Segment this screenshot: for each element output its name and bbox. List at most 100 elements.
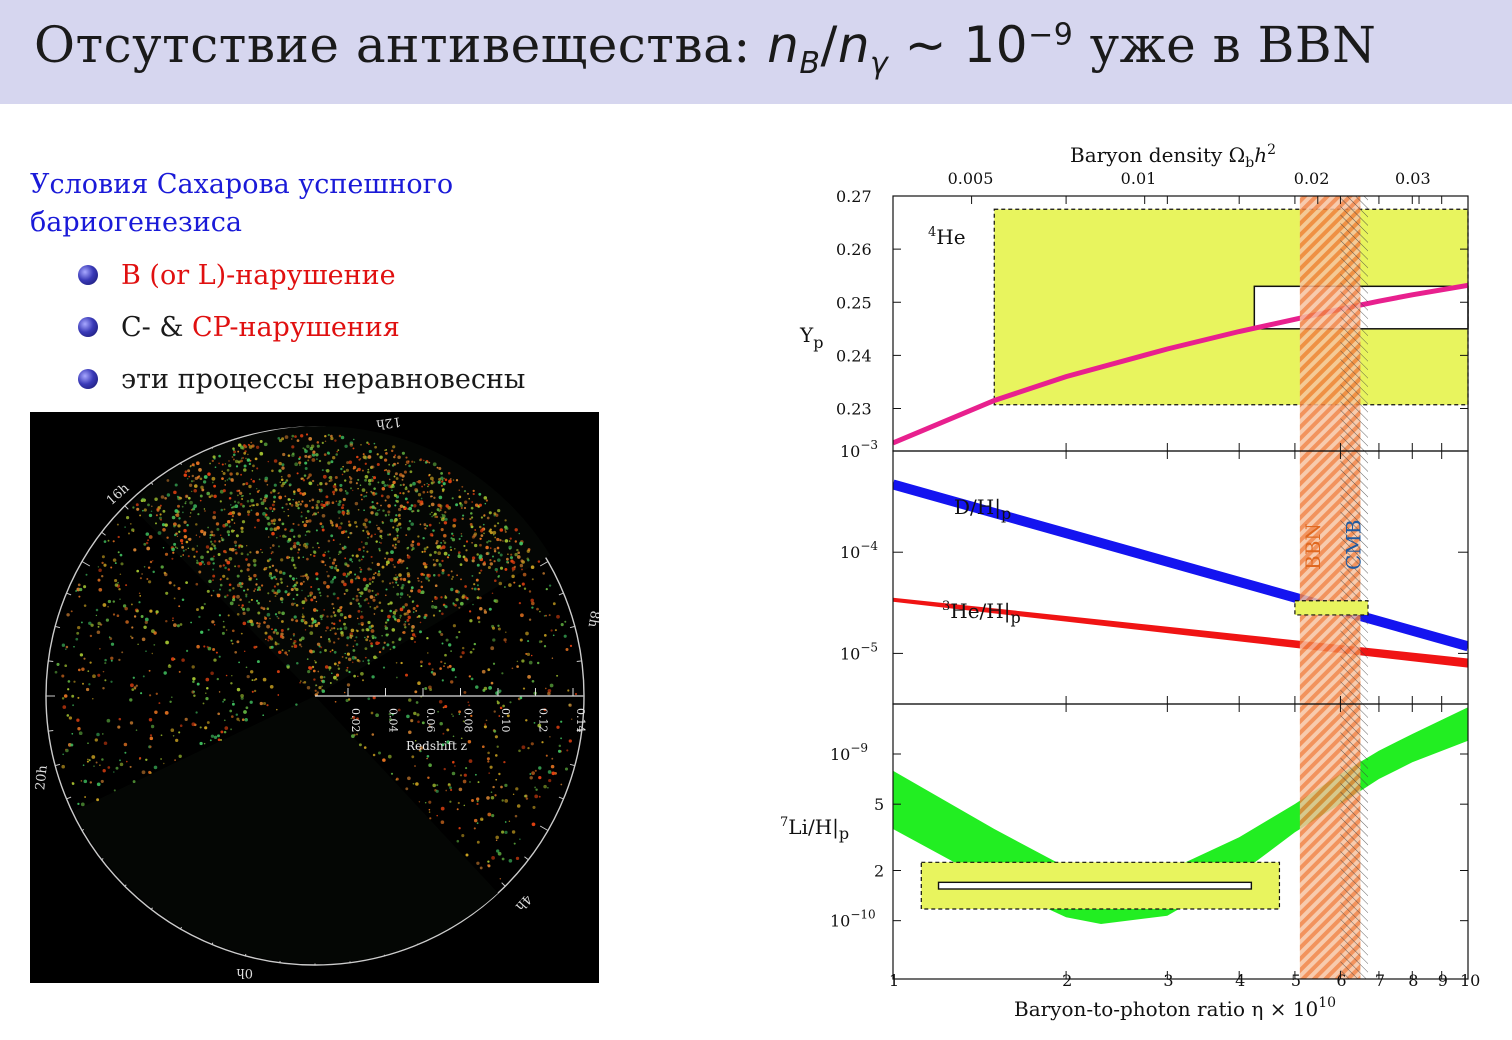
galaxy-point — [163, 671, 167, 675]
galaxy-point — [172, 619, 174, 622]
galaxy-point — [370, 642, 373, 645]
sakharov-intro: Условия Сахарова успешного бариогенезиса — [30, 166, 453, 242]
galaxy-point — [178, 605, 181, 608]
galaxy-point — [447, 471, 451, 475]
galaxy-point — [471, 574, 474, 577]
galaxy-point — [230, 512, 233, 515]
galaxy-point — [285, 502, 288, 506]
galaxy-point — [173, 542, 177, 546]
galaxy-point — [476, 596, 480, 600]
galaxy-point — [391, 464, 395, 467]
galaxy-point — [338, 488, 343, 492]
galaxy-point — [297, 506, 300, 510]
galaxy-point — [131, 626, 134, 629]
galaxy-point — [504, 530, 507, 533]
galaxy-point — [512, 570, 514, 572]
galaxy-point — [228, 496, 232, 500]
galaxy-point — [231, 642, 234, 645]
galaxy-point — [184, 502, 187, 505]
galaxy-point — [222, 489, 226, 493]
galaxy-point — [325, 630, 327, 632]
galaxy-point — [345, 575, 348, 578]
galaxy-point — [429, 513, 431, 515]
galaxy-point — [433, 496, 436, 499]
galaxy-point — [228, 588, 232, 592]
galaxy-point — [492, 785, 495, 789]
galaxy-point — [458, 710, 462, 714]
bbn-band-label: BBN — [1301, 523, 1325, 570]
galaxy-point — [362, 546, 365, 549]
galaxy-point — [418, 801, 421, 803]
galaxy-point — [381, 520, 384, 523]
galaxy-point — [428, 811, 431, 813]
y-tick-label: 10−4 — [840, 539, 878, 562]
galaxy-point — [306, 658, 309, 660]
galaxy-point — [433, 574, 436, 577]
galaxy-point — [429, 817, 432, 820]
galaxy-point — [246, 607, 250, 612]
galaxy-point — [386, 484, 389, 487]
galaxy-point — [242, 611, 246, 615]
galaxy-point — [284, 528, 287, 531]
galaxy-point — [212, 562, 215, 565]
galaxy-point — [271, 544, 275, 547]
galaxy-point — [307, 476, 310, 479]
galaxy-point — [564, 620, 567, 623]
galaxy-point — [321, 500, 323, 503]
galaxy-point — [504, 830, 508, 835]
galaxy-point — [232, 453, 236, 457]
galaxy-point — [545, 587, 548, 591]
galaxy-point — [220, 508, 224, 512]
galaxy-point — [221, 477, 224, 480]
galaxy-point — [473, 818, 478, 823]
galaxy-point — [77, 625, 81, 630]
galaxy-point — [103, 741, 108, 746]
galaxy-point — [362, 529, 365, 532]
galaxy-point — [191, 665, 195, 669]
galaxy-point — [152, 570, 155, 574]
galaxy-point — [200, 630, 204, 634]
galaxy-point — [410, 522, 414, 526]
galaxy-point — [214, 466, 217, 469]
galaxy-point — [348, 523, 352, 527]
galaxy-point — [485, 552, 489, 556]
galaxy-point — [497, 624, 500, 627]
galaxy-point — [291, 556, 294, 560]
galaxy-point — [211, 620, 215, 624]
galaxy-point — [246, 568, 250, 572]
galaxy-point — [62, 753, 65, 756]
galaxy-point — [327, 452, 331, 455]
galaxy-point — [528, 618, 532, 621]
galaxy-point — [331, 501, 335, 505]
galaxy-point — [195, 534, 198, 536]
galaxy-point — [332, 493, 335, 496]
galaxy-point — [257, 586, 261, 590]
galaxy-point — [445, 504, 449, 508]
galaxy-point — [138, 756, 142, 760]
galaxy-point — [391, 544, 395, 547]
galaxy-point — [114, 579, 118, 583]
galaxy-point — [370, 555, 373, 558]
galaxy-point — [397, 584, 399, 587]
survey-tick — [101, 531, 106, 536]
galaxy-point — [476, 861, 480, 865]
galaxy-point — [491, 592, 494, 595]
galaxy-point — [70, 610, 73, 613]
galaxy-point — [353, 438, 355, 441]
galaxy-point — [268, 573, 273, 578]
galaxy-point — [476, 616, 481, 620]
galaxy-point — [199, 726, 202, 729]
galaxy-point — [120, 562, 124, 566]
galaxy-point — [355, 594, 359, 598]
galaxy-point — [354, 573, 357, 576]
galaxy-point — [489, 558, 492, 562]
galaxy-point — [304, 461, 308, 465]
galaxy-point — [290, 504, 294, 507]
galaxy-point — [107, 766, 111, 769]
galaxy-point — [371, 634, 375, 638]
galaxy-point — [348, 614, 352, 619]
galaxy-point — [67, 688, 70, 691]
title-text: Отсутствие антивещества: — [34, 16, 768, 74]
galaxy-point — [300, 618, 305, 623]
bullet-icon — [78, 369, 98, 389]
